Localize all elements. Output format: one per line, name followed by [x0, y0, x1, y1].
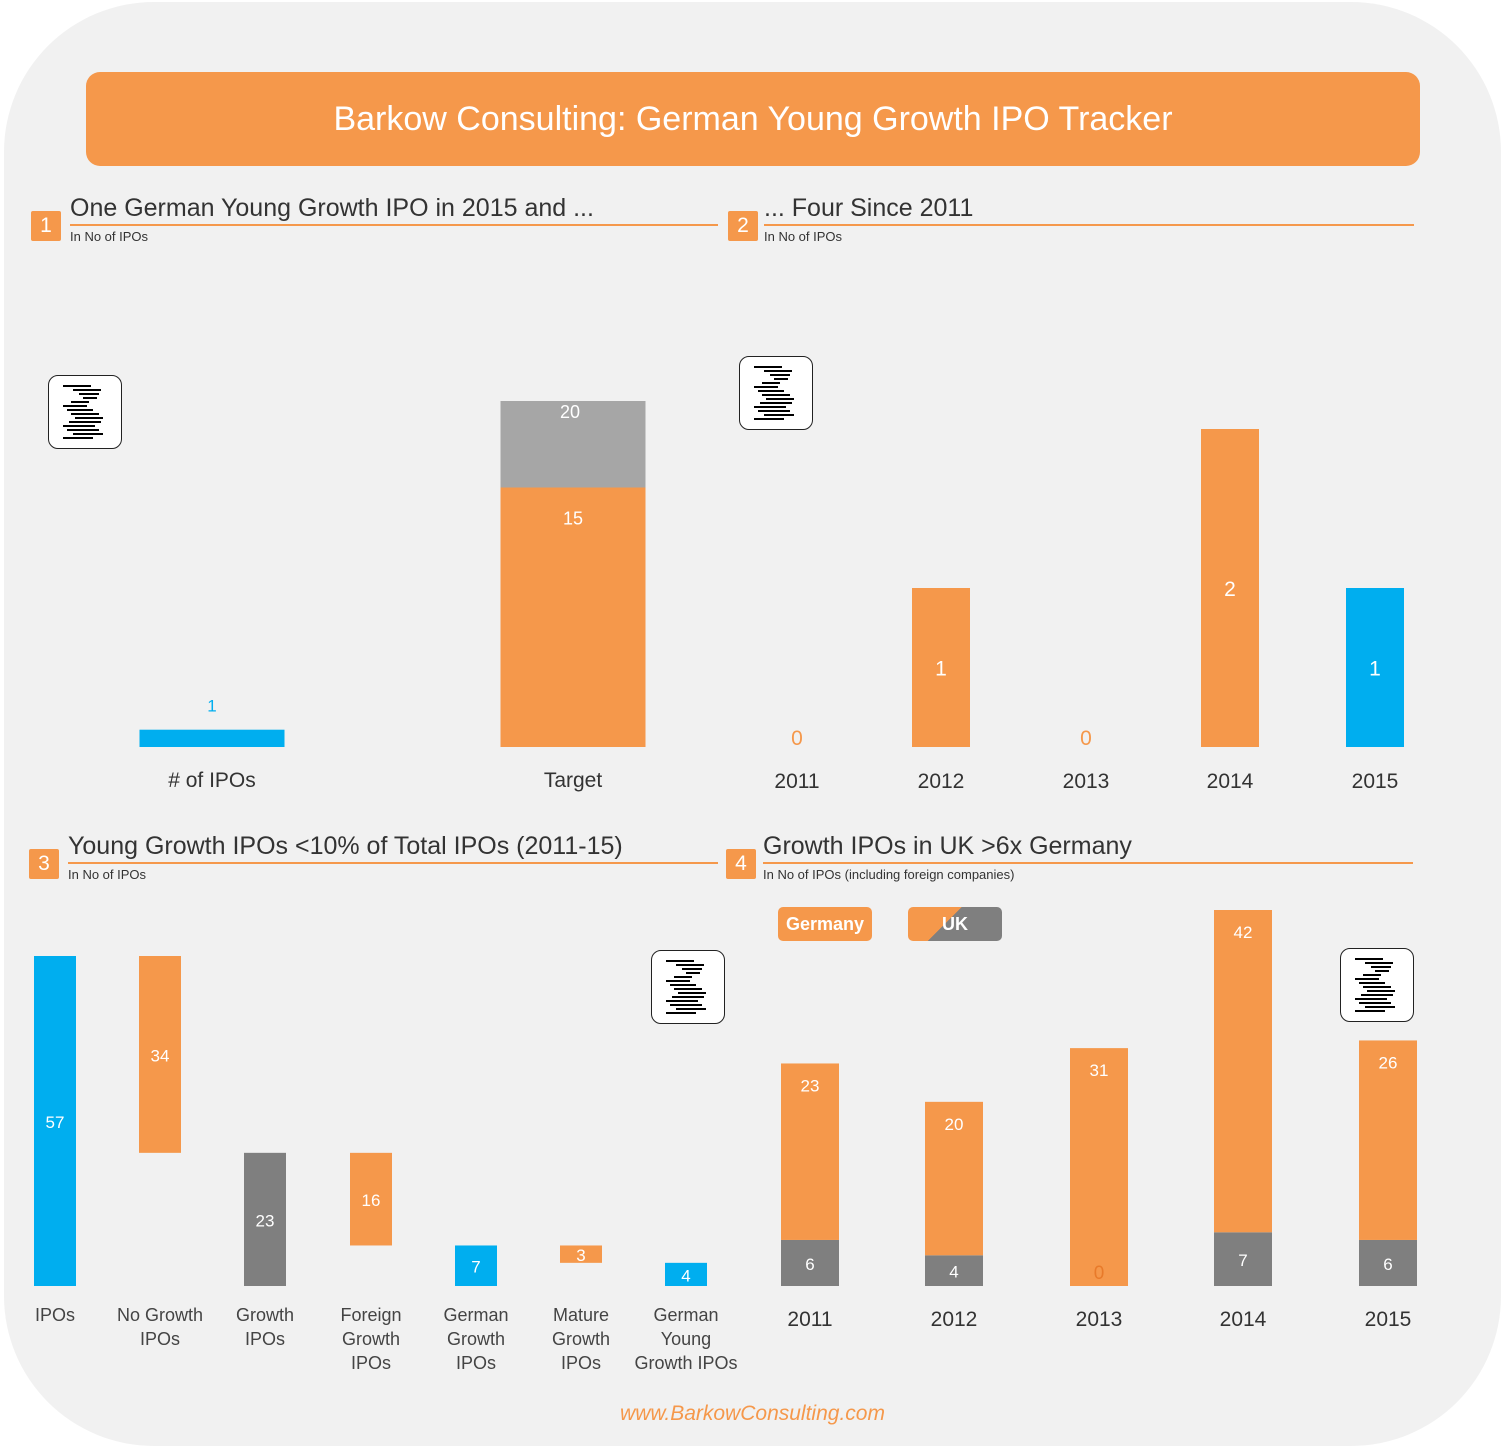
bar: [455, 1245, 497, 1286]
data-label: 1: [207, 697, 216, 716]
bar: [665, 1262, 707, 1286]
tick-label: 2012: [918, 770, 965, 793]
tick-label: 2013: [1076, 1308, 1123, 1331]
data-label: 42: [1234, 923, 1253, 942]
logo-icon: [1340, 948, 1414, 1022]
section-4-subtitle: In No of IPOs (including foreign compani…: [763, 867, 1015, 882]
bar: [500, 401, 646, 488]
data-label: 23: [256, 1211, 275, 1230]
data-label: 31: [1090, 1061, 1109, 1080]
bar-uk: [925, 1101, 983, 1256]
legend-germany-label: Germany: [785, 914, 865, 934]
tick-label: Mature Growth IPOs: [552, 1305, 610, 1373]
bar-uk: [1070, 1048, 1128, 1286]
bar: [560, 1245, 602, 1263]
bar: [244, 1152, 286, 1286]
tick-label: # of IPOs: [168, 769, 256, 792]
data-label: 2: [1224, 578, 1236, 601]
bar: [139, 729, 285, 747]
bar: [139, 956, 181, 1153]
logo-icon: [739, 356, 813, 430]
data-label: 0: [1080, 727, 1092, 750]
section-2-title: ... Four Since 2011: [764, 194, 974, 222]
bar: [350, 1152, 392, 1246]
tick-label: No Growth IPOs: [117, 1305, 203, 1349]
data-label: 23: [801, 1076, 820, 1095]
section-1-subtitle: In No of IPOs: [70, 229, 149, 244]
data-label: 0: [1094, 1263, 1105, 1284]
tick-label: German Growth IPOs: [443, 1305, 508, 1373]
bar: [34, 956, 76, 1286]
section-2-rule: [764, 224, 1414, 226]
data-label: 6: [805, 1255, 814, 1274]
section-1-title: One German Young Growth IPO in 2015 and …: [70, 194, 594, 222]
section-3-rule: [68, 862, 718, 864]
legend-germany: Germany: [778, 907, 872, 941]
tick-label: 2013: [1063, 770, 1110, 793]
tick-label: German Young Growth IPOs: [634, 1305, 737, 1373]
tick-label: 2015: [1365, 1308, 1412, 1331]
legend-uk: UK: [908, 907, 1002, 941]
bar: [1346, 588, 1404, 747]
section-4-rule: [763, 862, 1413, 864]
logo-icon: [651, 950, 725, 1024]
data-label: 0: [791, 727, 803, 750]
data-label: 26: [1379, 1053, 1398, 1072]
tick-label: IPOs: [35, 1305, 75, 1325]
section-3-subtitle: In No of IPOs: [68, 867, 147, 882]
footer-url[interactable]: www.BarkowConsulting.com: [620, 1402, 885, 1425]
section-2-number: 2: [728, 211, 758, 241]
logo-icon: [48, 375, 122, 449]
bar-uk: [1359, 1040, 1417, 1240]
tick-label: 2012: [931, 1308, 978, 1331]
data-label: 4: [681, 1266, 690, 1285]
data-label: 20: [945, 1115, 964, 1134]
bar-uk: [1214, 910, 1272, 1233]
section-2-subtitle: In No of IPOs: [764, 229, 843, 244]
data-label: 34: [151, 1046, 170, 1065]
data-label: 15: [563, 509, 583, 529]
section-4-number: 4: [726, 849, 756, 879]
tick-label: 2011: [787, 1308, 832, 1331]
tick-label: Foreign Growth IPOs: [340, 1305, 401, 1373]
bar-uk: [781, 1063, 839, 1240]
bar: [1201, 429, 1259, 747]
tick-label: Growth IPOs: [236, 1305, 294, 1349]
legend-uk-label: UK: [942, 914, 968, 934]
data-label: 20: [560, 402, 580, 422]
section-4-title: Growth IPOs in UK >6x Germany: [763, 832, 1132, 860]
data-label: 57: [46, 1113, 65, 1132]
bar-germany: [925, 1255, 983, 1286]
tick-label: 2014: [1207, 770, 1254, 793]
bar-germany: [1214, 1232, 1272, 1286]
section-1-rule: [70, 224, 718, 226]
page-title: Barkow Consulting: German Young Growth I…: [86, 72, 1420, 166]
bar-germany: [1359, 1239, 1417, 1286]
section-1-number: 1: [31, 211, 61, 241]
data-label: 4: [949, 1263, 958, 1282]
tick-label: 2011: [774, 770, 819, 793]
data-label: 3: [576, 1246, 585, 1265]
tick-label: 2014: [1220, 1308, 1267, 1331]
data-label: 16: [362, 1191, 381, 1210]
tick-label: 2015: [1352, 770, 1399, 793]
data-label: 6: [1383, 1255, 1392, 1274]
tick-label: Target: [544, 769, 603, 792]
bar: [500, 487, 646, 747]
data-label: 7: [471, 1258, 480, 1277]
bar: [912, 588, 970, 747]
bar-germany: [781, 1239, 839, 1286]
section-3-number: 3: [29, 849, 59, 879]
data-label: 1: [1369, 658, 1381, 681]
section-3-title: Young Growth IPOs <10% of Total IPOs (20…: [68, 832, 623, 860]
data-label: 1: [935, 658, 947, 681]
data-label: 7: [1238, 1251, 1247, 1270]
